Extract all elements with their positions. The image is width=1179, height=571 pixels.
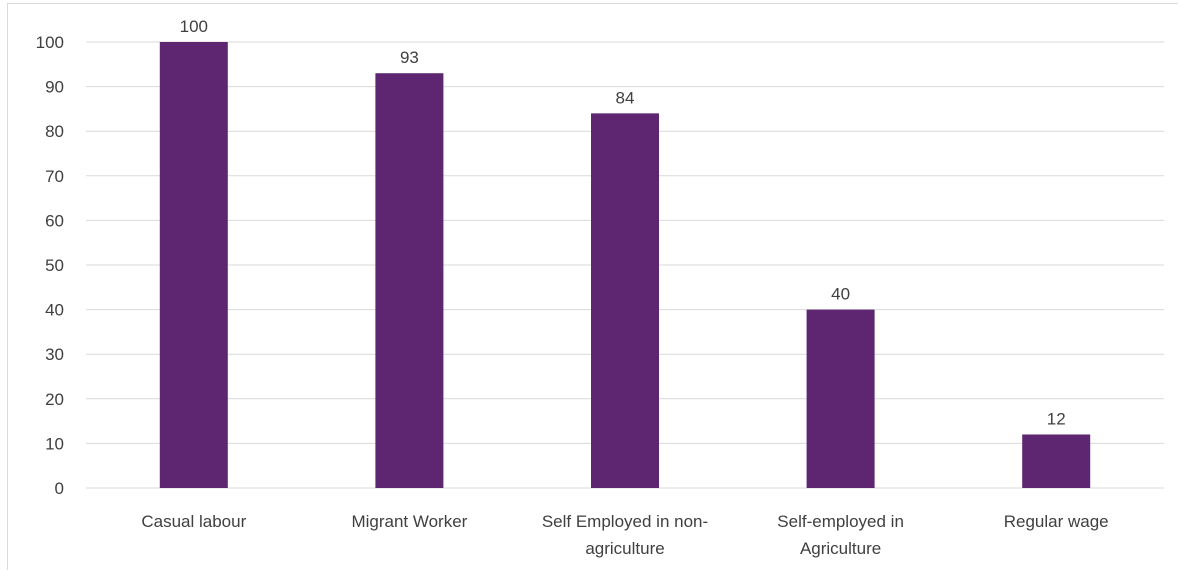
y-tick-label: 90 — [45, 78, 64, 97]
x-tick-label: Casual labour — [141, 512, 246, 531]
data-label: 84 — [616, 88, 635, 107]
y-axis-ticks: 0 10 20 30 40 50 60 70 80 90 100 — [36, 33, 64, 498]
y-tick-label: 60 — [45, 211, 64, 230]
x-tick-label: Agriculture — [800, 539, 881, 558]
bar — [806, 309, 875, 488]
x-tick-label: Self Employed in non- — [542, 512, 708, 531]
x-axis-ticks: Casual labour Migrant Worker Self Employed… — [141, 512, 1108, 558]
y-tick-label: 80 — [45, 122, 64, 141]
bar — [375, 73, 444, 488]
data-labels: 100 93 84 40 12 — [180, 17, 1066, 428]
bar — [591, 113, 659, 489]
y-tick-label: 30 — [45, 345, 64, 364]
x-tick-label: agriculture — [585, 539, 664, 558]
data-label: 40 — [831, 285, 850, 304]
x-tick-label: Regular wage — [1004, 512, 1109, 531]
bar — [159, 42, 228, 488]
data-label: 93 — [400, 48, 419, 67]
y-tick-label: 50 — [45, 256, 64, 275]
x-tick-label: Migrant Worker — [351, 512, 467, 531]
data-label: 12 — [1047, 409, 1066, 428]
data-label: 100 — [180, 17, 208, 36]
y-tick-label: 70 — [45, 167, 64, 186]
x-tick-label: Self-employed in — [777, 512, 904, 531]
chart-frame — [7, 3, 1178, 570]
bar — [1022, 434, 1091, 488]
y-tick-label: 40 — [45, 301, 64, 320]
y-tick-label: 10 — [45, 434, 64, 453]
y-tick-label: 0 — [55, 479, 64, 498]
bars — [159, 42, 1091, 489]
y-tick-label: 100 — [36, 33, 64, 52]
y-tick-label: 20 — [45, 390, 64, 409]
